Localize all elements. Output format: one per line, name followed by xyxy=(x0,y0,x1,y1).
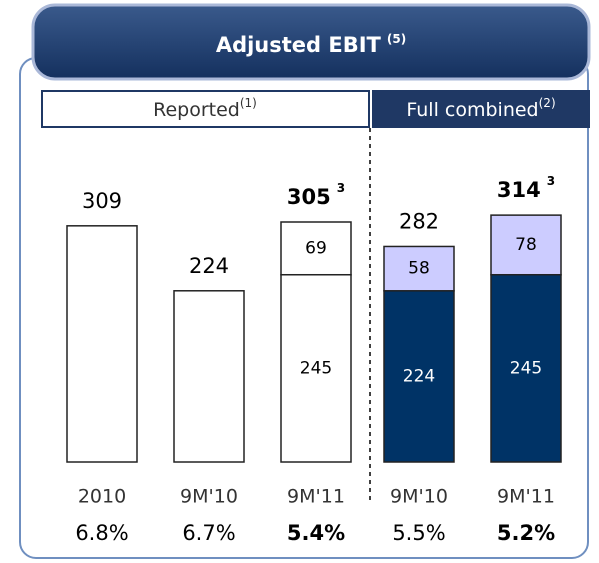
segment-label: 69 xyxy=(305,238,327,258)
total-label: 305 3 xyxy=(287,181,345,210)
margin-label: 6.7% xyxy=(182,521,235,545)
segment-label: 78 xyxy=(515,235,537,255)
total-note: 3 xyxy=(337,181,345,195)
section-text: Reported xyxy=(153,99,240,121)
section-box xyxy=(41,90,370,128)
total-label: 309 xyxy=(82,189,122,213)
section-label: Reported(1) xyxy=(153,96,257,121)
total-value: 309 xyxy=(82,189,122,213)
title-text: Adjusted EBIT xyxy=(216,33,382,57)
bar-segment xyxy=(280,221,352,276)
bar-segment xyxy=(383,245,455,292)
total-label: 314 3 xyxy=(497,174,555,203)
chart-title: Adjusted EBIT (5) xyxy=(216,32,406,58)
bar-segment xyxy=(280,273,352,463)
section-note: (2) xyxy=(539,96,556,110)
total-value: 282 xyxy=(399,209,439,233)
margin-label: 5.2% xyxy=(497,521,555,545)
bar-segment xyxy=(66,225,138,463)
section-label: Full combined(2) xyxy=(406,96,555,121)
margin-label: 6.8% xyxy=(75,521,128,545)
segment-label: 58 xyxy=(408,259,430,279)
title-tab xyxy=(31,3,591,81)
total-label: 282 xyxy=(399,209,439,233)
segment-label: 245 xyxy=(510,358,542,378)
segment-label: 224 xyxy=(403,366,435,386)
bar-segment xyxy=(173,290,245,463)
title-note: (5) xyxy=(387,32,406,46)
total-value: 305 xyxy=(287,185,331,209)
margin-label: 5.5% xyxy=(392,521,445,545)
x-tick-label: 9M'10 xyxy=(180,486,238,508)
segment-label: 245 xyxy=(300,358,332,378)
total-value: 224 xyxy=(189,254,229,278)
total-label: 224 xyxy=(189,254,229,278)
bar-segment xyxy=(490,214,562,276)
x-tick-label: 9M'10 xyxy=(390,486,448,508)
section-box xyxy=(372,90,590,128)
bar-segment xyxy=(383,290,455,463)
margin-label: 5.4% xyxy=(287,521,345,545)
x-tick-label: 2010 xyxy=(78,486,126,508)
x-tick-label: 9M'11 xyxy=(287,486,345,508)
section-text: Full combined xyxy=(406,99,538,121)
section-note: (1) xyxy=(240,96,257,110)
total-value: 314 xyxy=(497,178,541,202)
total-note: 3 xyxy=(547,174,555,188)
x-tick-label: 9M'11 xyxy=(497,486,555,508)
bar-segment xyxy=(490,273,562,463)
